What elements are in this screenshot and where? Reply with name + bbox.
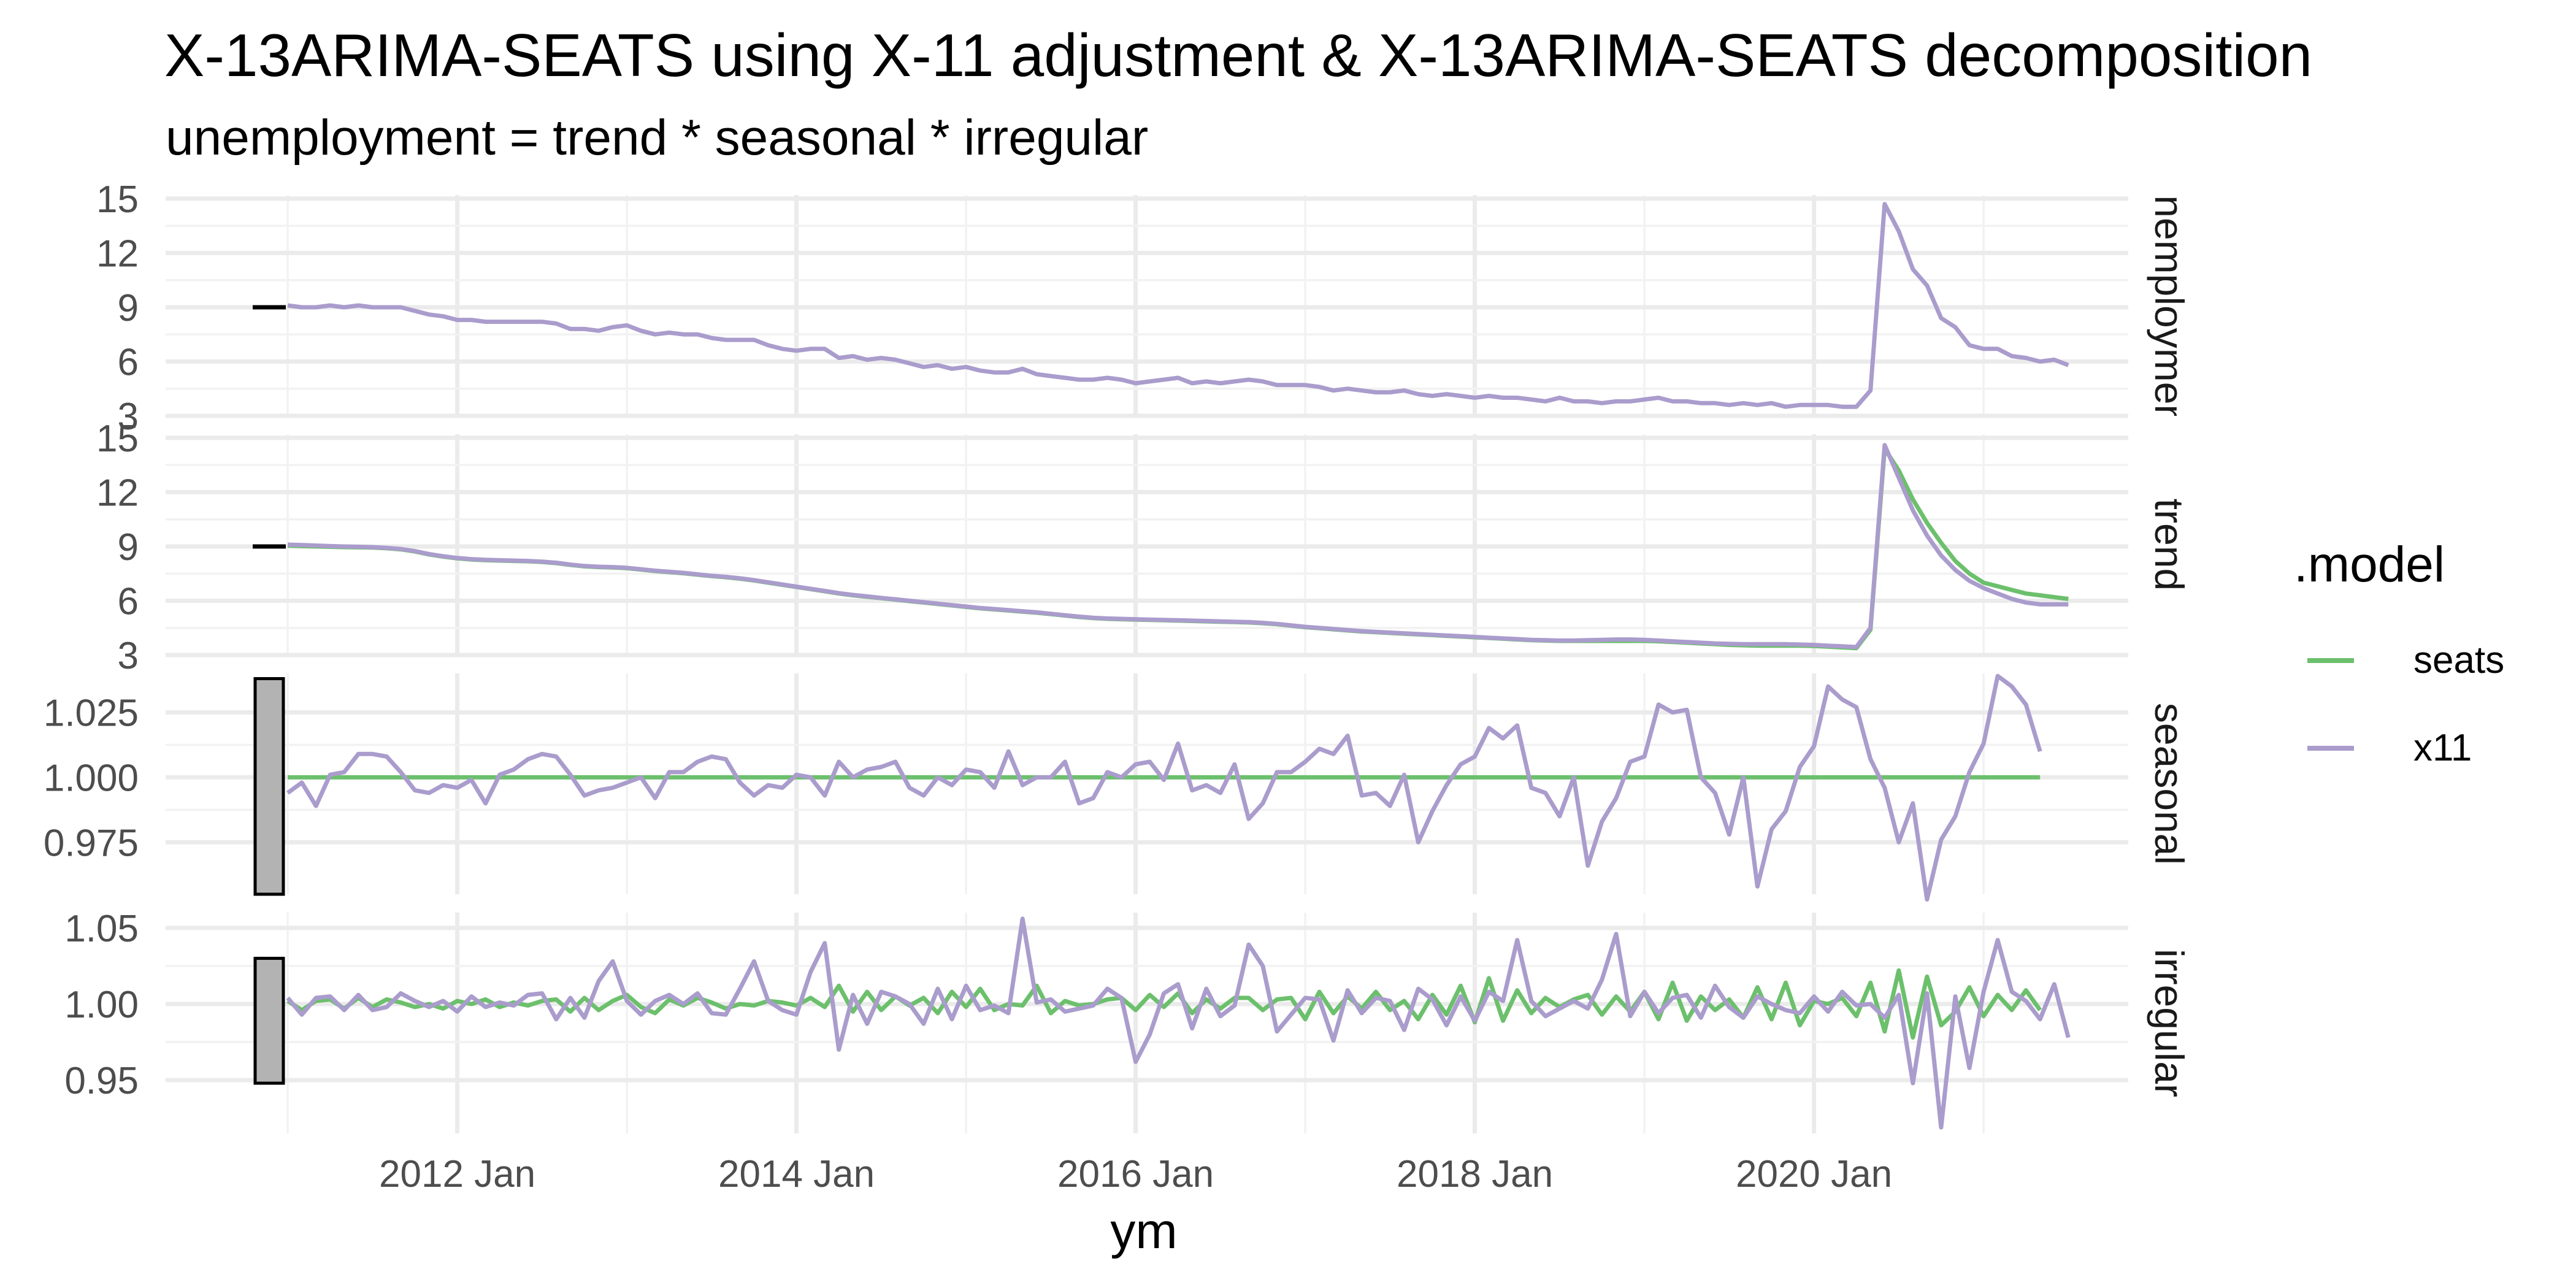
x-axis: 2012 Jan 2014 Jan 2016 Jan 2018 Jan 2020 Jan [379,1153,1892,1195]
y-tick-label: 12 [96,232,139,275]
x-axis-title: ym [1110,1203,1177,1259]
scale-bar [253,677,285,896]
y-tick-label: 6 [118,580,139,623]
legend-title: .model [2294,537,2445,592]
series-line-x11-trend [288,443,2069,650]
y-tick-label: 9 [118,287,139,329]
chart-title: X-13ARIMA-SEATS using X-11 adjustment & … [164,21,2313,89]
y-tick-label: 6 [118,341,139,383]
strip-label-unemployment: unemployment [2147,173,2192,439]
legend: .model seats x11 [2294,537,2504,769]
y-tick-label: 15 [96,178,139,221]
grid-layer [166,195,2128,1133]
scale-bar [253,956,285,1085]
series-line-x11-irregular [286,916,2071,1130]
series-line-x11-unemployment [287,202,2069,409]
x-tick-label: 2014 Jan [718,1153,875,1195]
scale-bars [253,305,286,1085]
y-axis-labels: 369121536912150.9751.0001.0250.951.001.0… [44,178,139,1102]
y-tick-label: 12 [96,472,139,514]
legend-label-seats: seats [2413,639,2504,681]
strip-label-irregular: irregular [2147,949,2192,1097]
series-layer [286,202,2071,1130]
legend-label-x11: x11 [2413,727,2472,769]
y-tick-label: 3 [118,396,139,438]
y-tick-label: 3 [118,635,139,677]
y-tick-label: 1.05 [64,908,139,950]
y-tick-label: 1.00 [64,984,139,1026]
series-line-x11-seasonal [286,673,2042,902]
facet-strips: unemployment trend seasonal irregular [2147,173,2192,1097]
chart-subtitle: unemployment = trend * seasonal * irregu… [166,110,1149,166]
strip-label-seasonal: seasonal [2147,703,2192,865]
strip-label-trend: trend [2147,499,2192,591]
y-tick-label: 1.025 [44,692,139,735]
x-tick-label: 2016 Jan [1057,1153,1214,1195]
x-tick-label: 2020 Jan [1736,1153,1892,1195]
y-tick-label: 0.975 [44,822,139,864]
y-tick-label: 15 [96,418,139,460]
y-tick-label: 1.000 [44,757,139,799]
y-tick-label: 9 [118,526,139,569]
x-tick-label: 2012 Jan [379,1153,535,1195]
y-tick-label: 0.95 [64,1060,139,1102]
x-tick-label: 2018 Jan [1397,1153,1553,1195]
